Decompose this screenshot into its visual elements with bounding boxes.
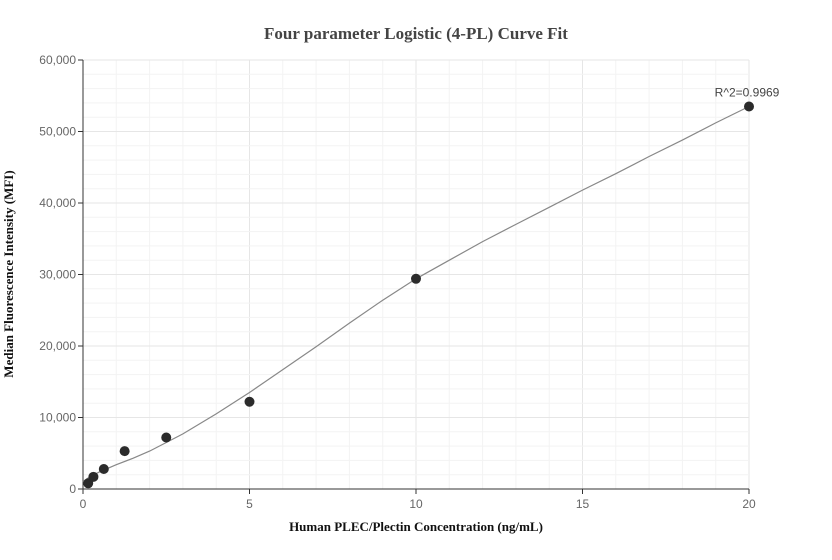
data-points	[83, 101, 754, 489]
data-point	[244, 396, 255, 407]
x-tick-label: 5	[246, 497, 253, 511]
data-point	[98, 463, 109, 474]
y-axis-title: Median Fluorescence Intensity (MFI)	[1, 170, 16, 377]
grid	[83, 59, 750, 489]
y-tick-label: 30,000	[39, 268, 76, 282]
x-axis-ticks: 0 5 10 15 20	[80, 489, 756, 511]
r-squared-annotation: R^2=0.9969	[715, 85, 780, 99]
chart-title: Four parameter Logistic (4-PL) Curve Fit	[264, 24, 568, 43]
data-point	[88, 471, 99, 482]
y-tick-label: 40,000	[39, 196, 76, 210]
x-tick-label: 0	[80, 497, 87, 511]
y-tick-label: 60,000	[39, 53, 76, 67]
x-axis-title: Human PLEC/Plectin Concentration (ng/mL)	[289, 519, 543, 534]
fit-curve-line	[82, 105, 750, 483]
data-point	[411, 273, 421, 284]
y-tick-label: 50,000	[39, 125, 76, 139]
data-point	[744, 101, 754, 112]
y-tick-label: 0	[69, 482, 76, 496]
data-point	[119, 446, 130, 457]
x-tick-label: 15	[576, 497, 590, 511]
data-point	[161, 432, 172, 443]
y-tick-label: 20,000	[39, 339, 76, 353]
y-tick-label: 10,000	[39, 411, 76, 425]
x-tick-label: 20	[742, 497, 756, 511]
x-tick-label: 10	[409, 497, 423, 511]
y-axis-ticks: 0 10,000 20,000 30,000 40,000 50,000 60,000	[39, 53, 83, 496]
